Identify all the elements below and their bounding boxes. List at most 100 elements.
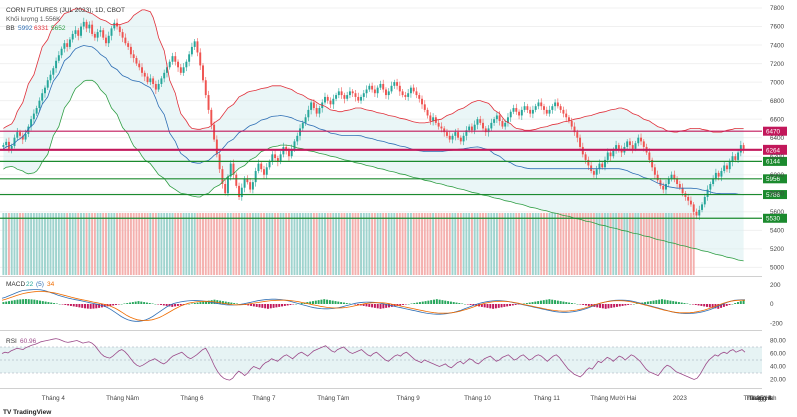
volume-bar <box>340 213 343 275</box>
candle <box>177 59 180 72</box>
candle-body <box>626 141 629 147</box>
candle <box>190 42 193 57</box>
candle <box>13 134 16 149</box>
macd-line-value: (5) <box>36 281 44 288</box>
macd-histogram-bar <box>306 302 309 304</box>
volume-bar <box>543 213 545 275</box>
macd-histogram-bar <box>621 304 624 306</box>
volume-bar <box>382 213 385 275</box>
macd-histogram-bar <box>399 304 402 306</box>
macd-histogram-bar <box>722 304 725 307</box>
candle-body <box>121 32 124 38</box>
volume-bar <box>490 213 493 275</box>
candle <box>254 167 257 187</box>
candle <box>71 30 74 43</box>
macd-histogram-bar <box>89 304 92 309</box>
candle-body <box>332 98 335 105</box>
volume-bar <box>157 213 160 275</box>
macd-histogram-bar <box>660 299 663 304</box>
candle-body <box>88 24 91 29</box>
candle <box>362 89 365 101</box>
macd-histogram-bar <box>385 304 388 308</box>
bb-fill-area <box>3 8 744 261</box>
volume-bar <box>520 213 523 275</box>
volume-bar <box>299 213 302 275</box>
volume-bar <box>335 213 338 275</box>
volume-bar <box>418 213 421 275</box>
macd-histogram-bar <box>627 304 630 305</box>
macd-histogram-bar <box>506 304 509 307</box>
volume-bar <box>24 213 27 275</box>
candle-body <box>274 154 277 159</box>
volume-bar <box>612 213 615 275</box>
candle <box>537 99 540 110</box>
candle <box>337 88 340 99</box>
candle <box>490 118 493 131</box>
candle-body <box>91 24 94 34</box>
candle <box>146 73 149 85</box>
volume-bar <box>348 213 351 275</box>
candle-body <box>312 102 315 109</box>
volume-bar <box>329 213 332 275</box>
candle <box>221 165 224 189</box>
volume-bar <box>85 213 88 275</box>
volume-bar <box>376 213 379 275</box>
volume-bar <box>32 213 35 275</box>
macd-histogram-bar <box>402 304 405 305</box>
candle-body <box>562 109 565 114</box>
candle-body <box>454 132 457 136</box>
macd-histogram-bar <box>610 304 613 308</box>
volume-bar <box>670 213 673 275</box>
macd-histogram-bar <box>137 301 140 304</box>
macd-histogram-bar <box>683 303 686 304</box>
macd-histogram-bar <box>537 301 540 304</box>
volume-bar <box>512 213 515 275</box>
candle <box>609 150 612 161</box>
macd-histogram-bar <box>179 304 182 306</box>
volume-bar <box>274 213 277 275</box>
volume-bar <box>171 213 174 275</box>
macd-histogram-bar <box>134 301 137 304</box>
candle-body <box>404 95 407 97</box>
macd-histogram-bar <box>565 302 568 304</box>
volume-bar <box>398 213 401 275</box>
volume-bar <box>249 213 252 275</box>
candle-body <box>628 141 631 146</box>
volume-bar <box>457 213 460 275</box>
candle-body <box>19 132 21 136</box>
volume-bar <box>276 213 279 275</box>
volume-bar <box>509 213 512 275</box>
candle-body <box>210 109 213 125</box>
candle-body <box>271 154 274 162</box>
macd-histogram-bar <box>677 302 680 304</box>
volume-bar <box>678 213 681 275</box>
macd-histogram-bar <box>607 304 610 309</box>
macd-histogram-bar <box>24 299 27 304</box>
price-tick-label: 7400 <box>770 42 785 49</box>
candle <box>315 103 318 117</box>
volume-bar <box>27 213 30 275</box>
volume-bar <box>362 213 365 275</box>
macd-histogram-bar <box>261 304 264 308</box>
candle <box>135 55 138 66</box>
macd-histogram-bar <box>435 299 438 304</box>
volume-bar <box>415 213 418 275</box>
macd-histogram-bar <box>649 301 652 304</box>
candle-body <box>487 128 490 133</box>
candle <box>687 193 690 206</box>
level-label: 6144 <box>766 159 781 166</box>
candle <box>238 182 241 201</box>
candle-body <box>518 111 521 116</box>
macd-histogram-bar <box>2 302 5 304</box>
candle <box>398 81 401 96</box>
volume-bar <box>459 213 462 275</box>
candle-body <box>701 204 703 210</box>
candle-body <box>667 178 670 184</box>
macd-histogram-bar <box>281 304 284 307</box>
candle <box>726 163 728 173</box>
macd-histogram-bar <box>447 301 450 304</box>
candle-body <box>185 61 188 68</box>
macd-histogram-bar <box>247 304 250 306</box>
candle <box>318 105 321 118</box>
candle-body <box>407 93 410 97</box>
